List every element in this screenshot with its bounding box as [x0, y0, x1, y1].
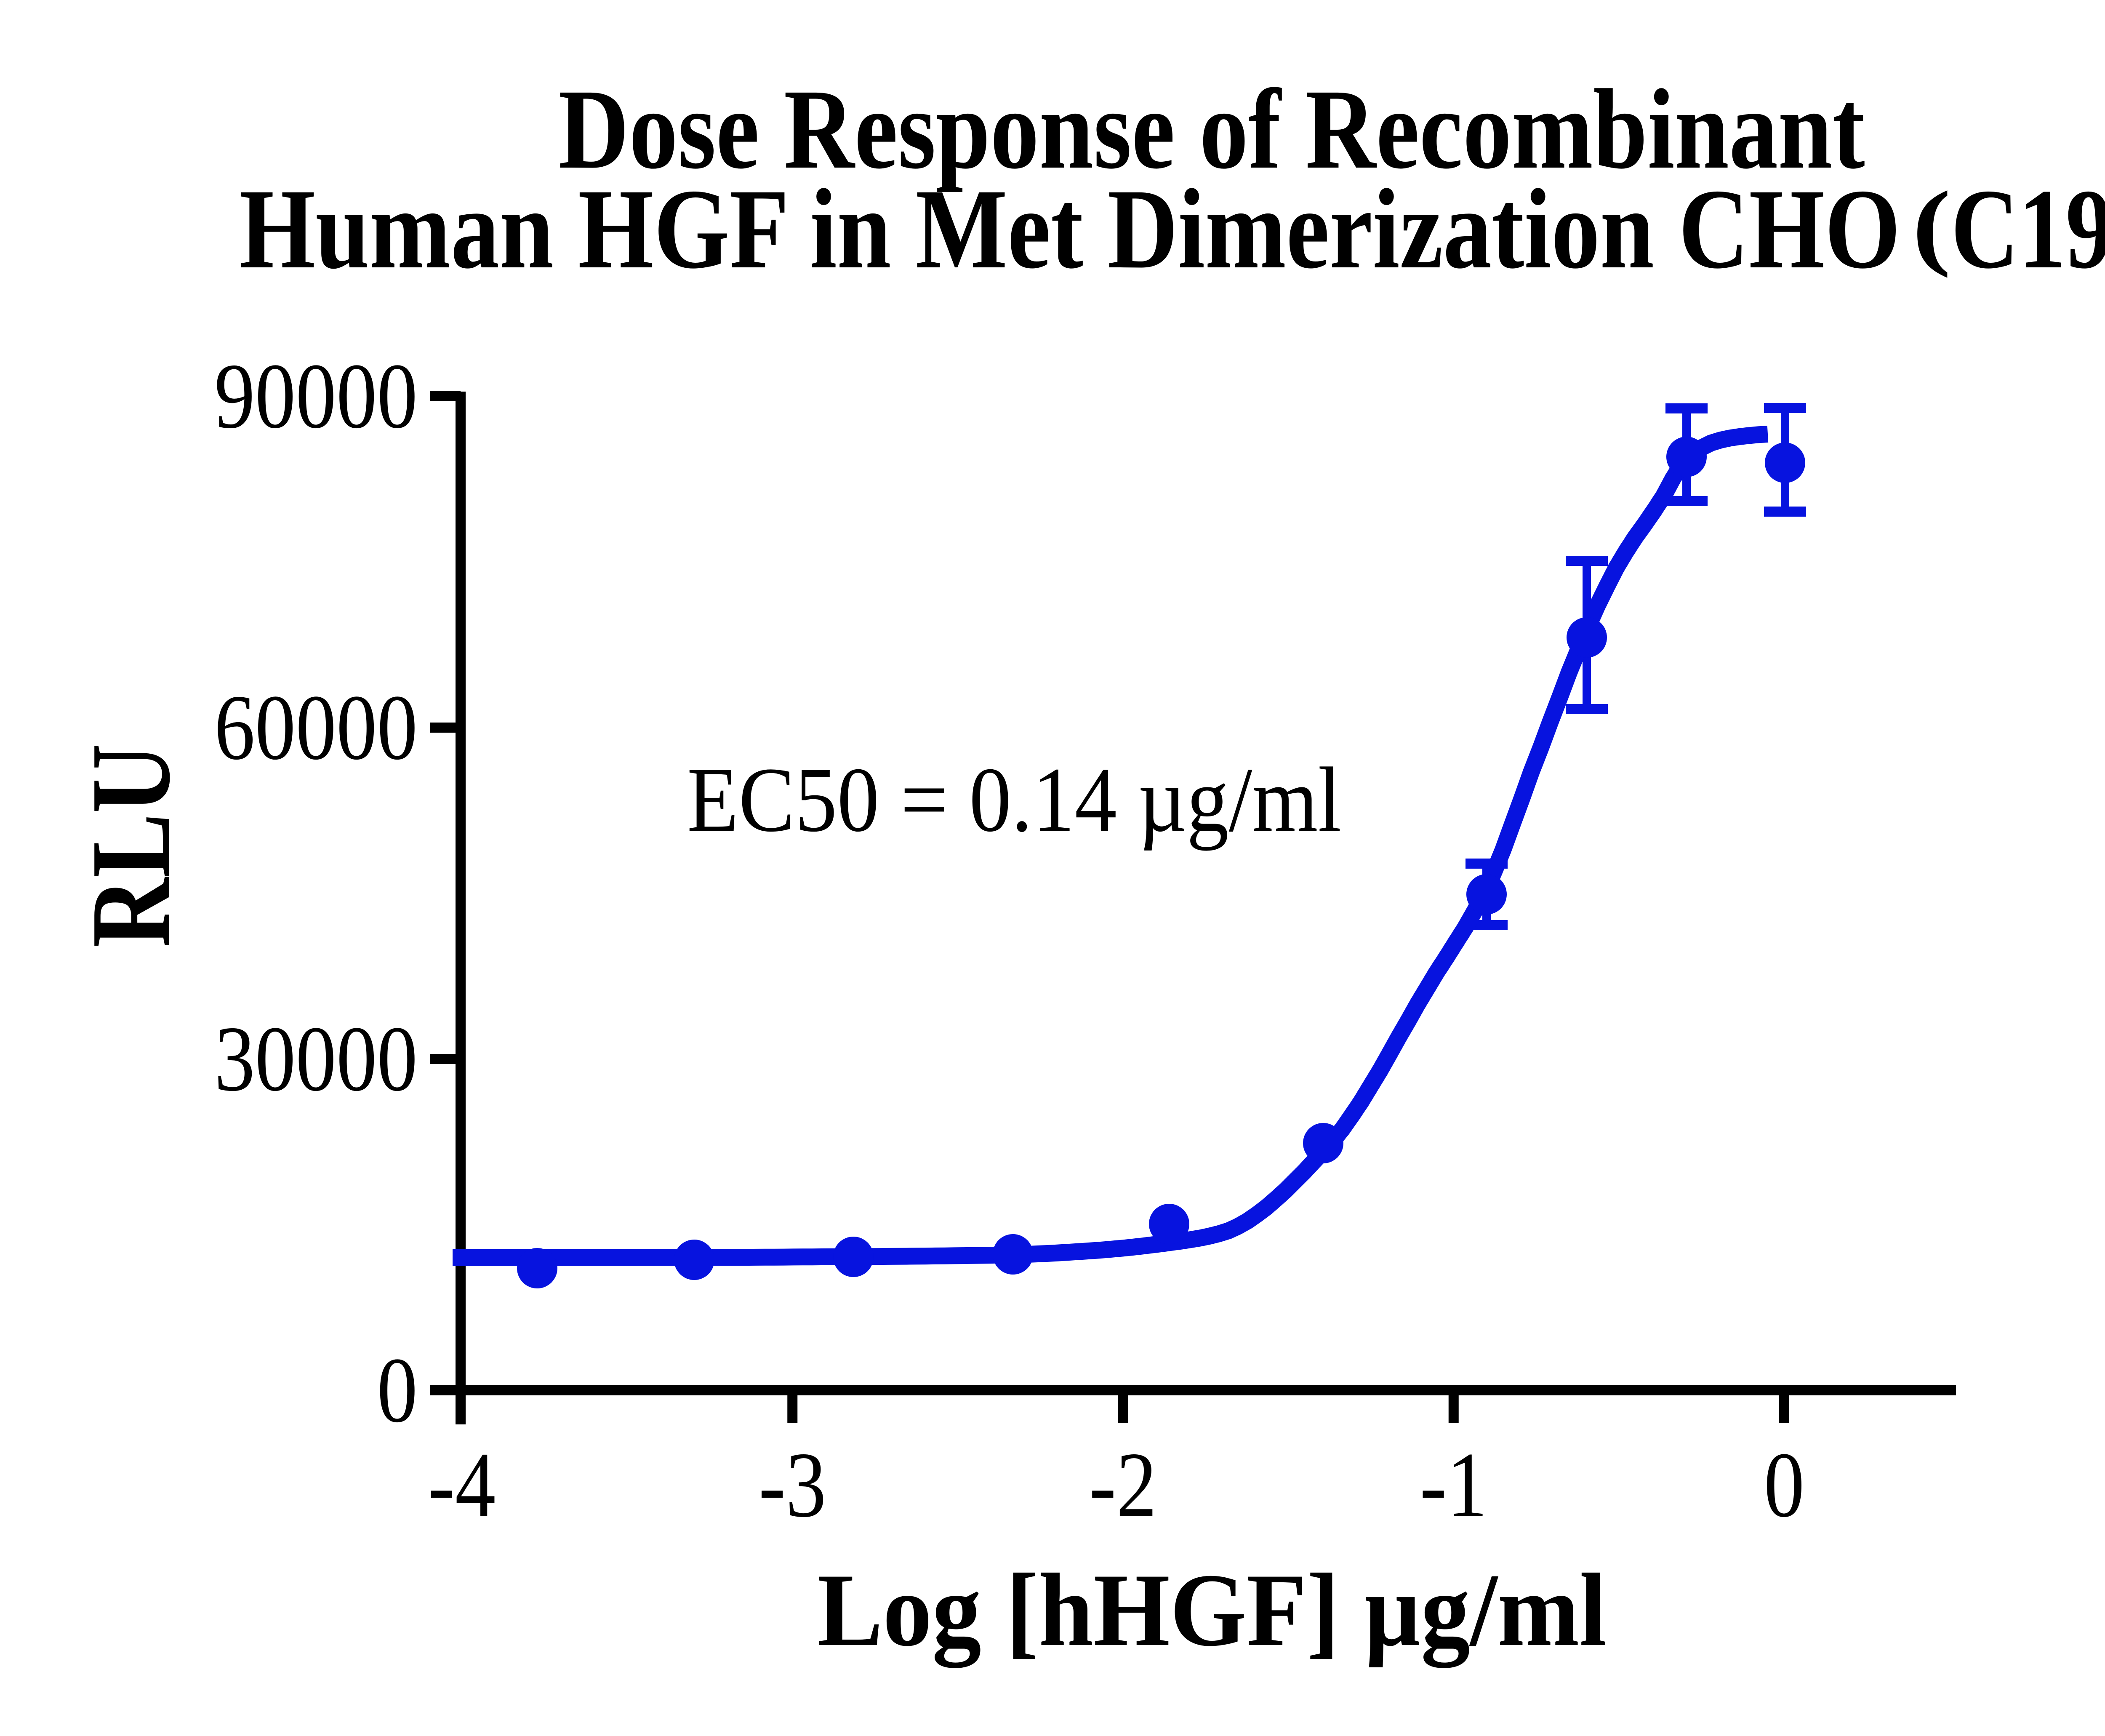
svg-text:-2: -2 [1089, 1434, 1157, 1537]
svg-text:Log [hHGF] µg/ml: Log [hHGF] µg/ml [817, 1552, 1607, 1668]
svg-text:-3: -3 [759, 1434, 826, 1537]
svg-text:-4: -4 [428, 1434, 496, 1537]
svg-text:(: ( [1912, 171, 1951, 278]
svg-text:-1: -1 [1420, 1434, 1487, 1537]
svg-text:0: 0 [377, 1339, 418, 1442]
svg-text:Human HGF in Met Dimerization: Human HGF in Met Dimerization CHO [240, 165, 1900, 293]
svg-text:RLU: RLU [68, 744, 194, 947]
svg-text:30000: 30000 [214, 1008, 418, 1111]
svg-text:90000: 90000 [214, 345, 418, 448]
svg-text:0: 0 [1764, 1434, 1805, 1537]
svg-text:60000: 60000 [214, 676, 418, 779]
svg-text:Dose Response of Recombinant: Dose Response of Recombinant [558, 66, 1865, 192]
svg-text:EC50 = 0.14 µg/ml: EC50 = 0.14 µg/ml [687, 748, 1341, 851]
svg-text:C19: C19 [1951, 165, 2105, 292]
